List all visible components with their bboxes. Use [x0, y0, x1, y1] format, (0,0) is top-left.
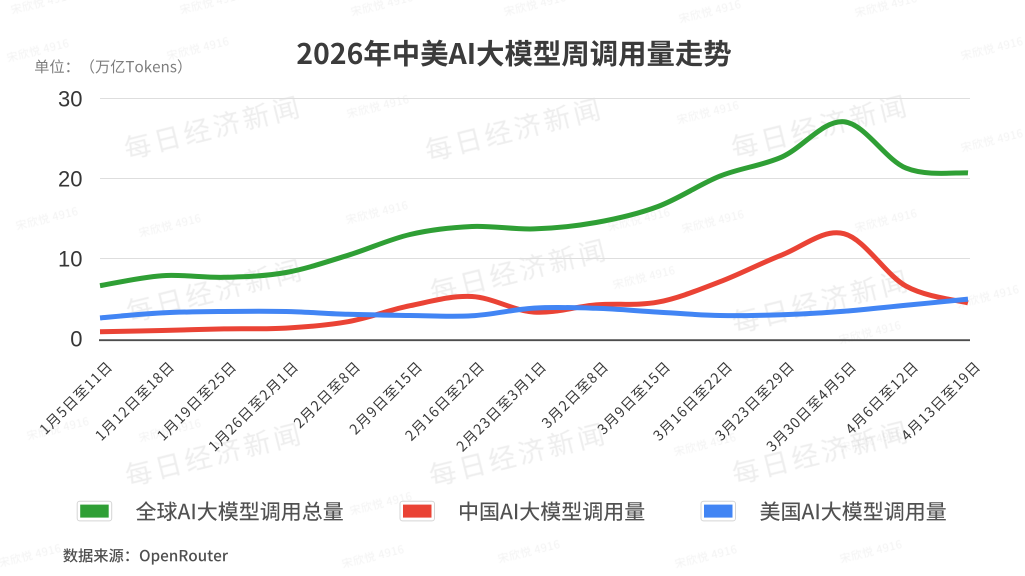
svg-text:20: 20: [58, 167, 82, 192]
svg-text:0: 0: [70, 327, 82, 352]
svg-text:10: 10: [58, 247, 82, 272]
svg-text:30: 30: [58, 87, 82, 112]
